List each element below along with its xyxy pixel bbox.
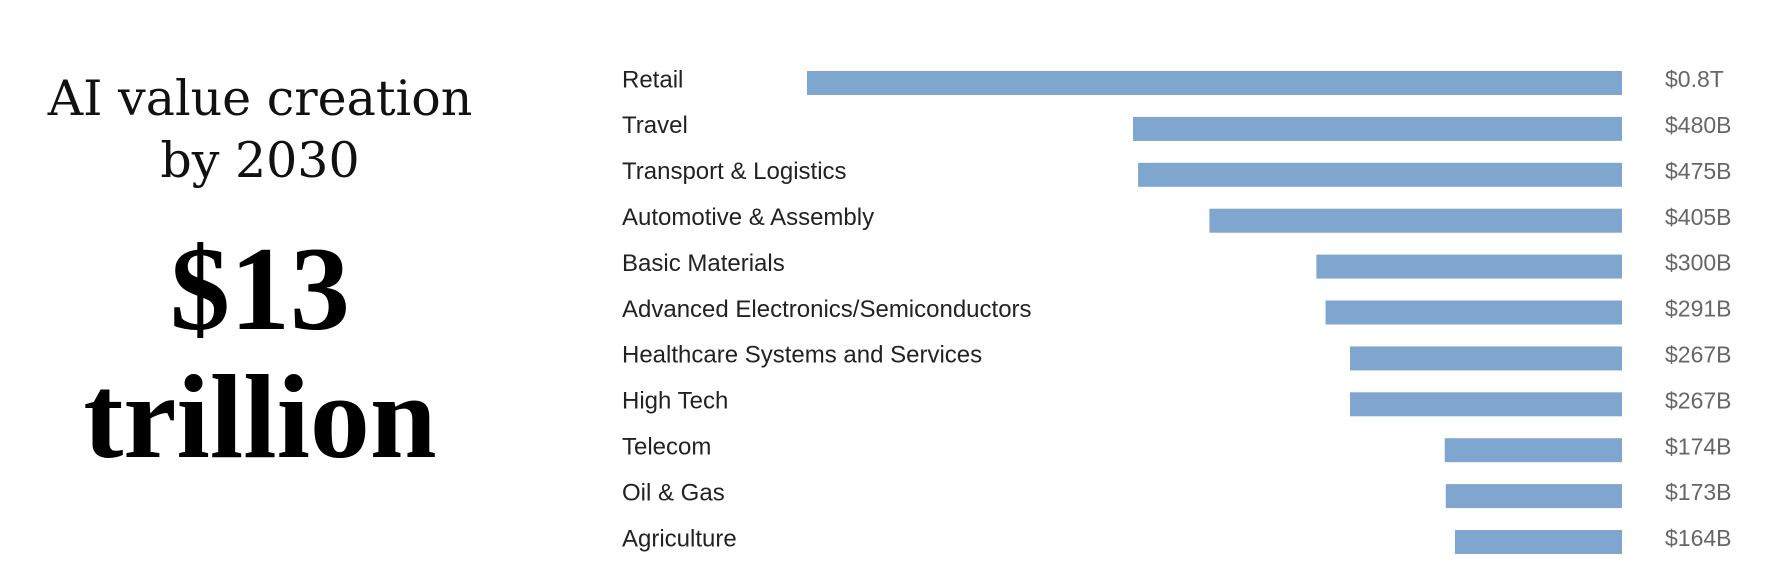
category-label-retail: Retail (622, 66, 683, 93)
headline-amount: $13 (170, 222, 350, 355)
subtitle: AI value creation by 2030 (0, 68, 520, 192)
bar-telecom (1444, 438, 1622, 463)
value-label-automotive-and-assembly: $405B (1665, 204, 1732, 230)
category-label-telecom: Telecom (622, 434, 711, 461)
bar-oil-and-gas (1445, 484, 1622, 509)
value-label-travel: $480B (1665, 112, 1732, 138)
value-label-advanced-electronics-semiconductors: $291B (1665, 296, 1732, 322)
bar-high-tech (1349, 392, 1622, 417)
value-label-transport-and-logistics: $475B (1665, 158, 1732, 184)
category-label-transport-and-logistics: Transport & Logistics (622, 158, 847, 185)
category-label-healthcare-systems-and-services: Healthcare Systems and Services (622, 342, 982, 369)
category-label-agriculture: Agriculture (622, 525, 737, 552)
category-label-automotive-and-assembly: Automotive & Assembly (622, 204, 874, 231)
bar-basic-materials (1316, 254, 1622, 279)
headline-panel: AI value creation by 2030 $13 trillion (0, 0, 520, 579)
bar-retail (807, 71, 1622, 95)
value-label-healthcare-systems-and-services: $267B (1665, 341, 1732, 367)
bar-transport-and-logistics (1138, 162, 1622, 187)
value-label-basic-materials: $300B (1665, 250, 1732, 276)
category-label-oil-and-gas: Oil & Gas (622, 479, 725, 506)
bar-travel (1133, 116, 1622, 141)
category-label-advanced-electronics-semiconductors: Advanced Electronics/Semiconductors (622, 296, 1032, 323)
bar-healthcare-systems-and-services (1349, 346, 1622, 371)
bar-advanced-electronics-semiconductors (1325, 300, 1622, 325)
category-label-basic-materials: Basic Materials (622, 250, 785, 277)
value-label-oil-and-gas: $173B (1665, 479, 1732, 505)
category-label-travel: Travel (622, 112, 688, 139)
value-label-agriculture: $164B (1665, 525, 1732, 551)
bar-agriculture (1454, 530, 1622, 554)
value-label-retail: $0.8T (1665, 66, 1724, 92)
headline-unit: trillion (83, 350, 437, 483)
headline-total: $13 trillion (0, 225, 520, 481)
bar-automotive-and-assembly (1209, 208, 1622, 233)
subtitle-line-2: by 2030 (160, 132, 360, 189)
category-label-high-tech: High Tech (622, 388, 728, 415)
value-label-telecom: $174B (1665, 433, 1732, 459)
subtitle-line-1: AI value creation (47, 70, 473, 127)
value-label-high-tech: $267B (1665, 387, 1732, 413)
